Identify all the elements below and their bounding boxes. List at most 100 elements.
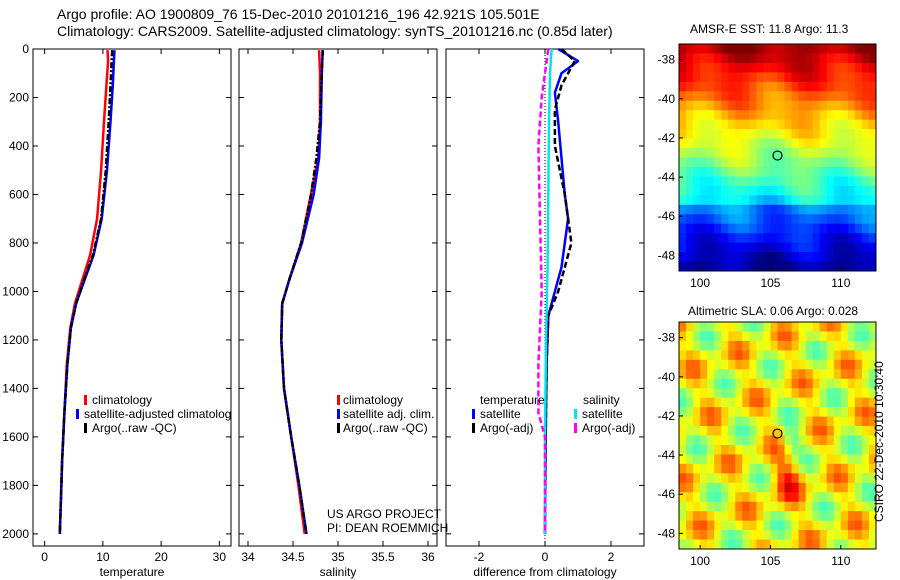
heatmap-cell [777,204,786,215]
heatmap-cell [861,214,870,225]
heatmap-cell [693,322,701,333]
heatmap-cell [721,110,729,121]
heatmap-cell [833,138,842,149]
heatmap-cell [812,242,821,253]
heatmap-cell [749,378,757,389]
heatmap-cell [686,350,694,361]
heatmap-cell [693,148,701,159]
heatmap-cell [728,492,736,503]
heatmap-cell [721,261,729,271]
heatmap-cell [784,252,793,263]
heatmap-cell [693,53,701,64]
heatmap-cell [854,100,863,111]
heatmap-cell [812,195,821,206]
heatmap-cell [686,176,694,187]
heatmap-cell [686,252,694,263]
heatmap-cell [805,223,814,234]
y-tick-label: -46 [658,487,676,501]
heatmap-cell [861,482,870,493]
heatmap-cell [693,416,701,427]
heatmap-cell [840,378,849,389]
heatmap-cell [693,204,701,215]
heatmap-cell [861,81,870,92]
heatmap-cell [861,350,870,361]
heatmap-cell [728,378,736,389]
heatmap-cell [721,129,729,140]
heatmap-cell [721,331,729,342]
heatmap-cell [833,166,842,178]
heatmap-cell [735,435,743,446]
heatmap-cell [693,72,701,83]
heatmap-cell [861,157,870,168]
heatmap-cell [749,407,757,418]
heatmap-cell [693,482,701,493]
heatmap-cell [777,100,786,111]
heatmap-cell [700,185,708,196]
heatmap-cell [805,378,814,389]
heatmap-cell [805,359,814,370]
heatmap-cell [756,233,765,244]
heatmap-cell [679,129,687,140]
heatmap-cell [798,331,807,342]
heatmap-cell [770,204,779,215]
heatmap-cell [847,81,856,92]
heatmap-cell [805,148,814,159]
heatmap-cell [749,539,757,549]
heatmap-cell [819,322,828,333]
heatmap-cell [679,72,687,83]
heatmap-cell [784,511,793,522]
heatmap-cell [686,482,694,493]
heatmap-cell [812,129,821,140]
heatmap-cell [749,166,757,178]
heatmap-cell [763,166,772,178]
heatmap-cell [763,473,772,484]
heatmap-cell [693,166,701,178]
heatmap-cell [791,100,800,111]
heatmap-cell [714,340,722,351]
heatmap-cell [833,322,842,333]
heatmap-cell [868,388,876,399]
heatmap-cell [714,530,722,541]
heatmap-cell [791,530,800,541]
heatmap-cell [847,530,856,541]
heatmap-cell [749,62,757,73]
heatmap-cell [721,242,729,253]
heatmap-cell [833,359,842,370]
heatmap-cell [854,388,863,399]
heatmap-cell [777,435,786,446]
heatmap-cell [756,350,765,361]
heatmap-cell [756,511,765,522]
heatmap-cell [791,176,800,187]
heatmap-cell [847,195,856,206]
heatmap-cell [777,378,786,389]
heatmap-cell [812,72,821,83]
heatmap-cell [868,454,876,465]
heatmap-cell [735,444,743,456]
heatmap-cell [770,72,779,83]
y-tick-label: -40 [658,92,676,106]
heatmap-cell [812,81,821,92]
heatmap-cell [679,252,687,263]
heatmap-cell [693,252,701,263]
heatmap-cell [868,176,876,187]
heatmap-cell [721,369,729,380]
heatmap-cell [693,119,701,130]
map-axes-3: 100 105 110 -38 -40 -42 -44 -46 -48 [658,43,877,290]
heatmap-cell [770,176,779,187]
heatmap-cell [791,416,800,427]
legend-swatch-salt-satellite [574,409,577,419]
heatmap-cell [756,91,765,102]
heatmap-cell [714,359,722,370]
heatmap-cell [721,195,729,206]
heatmap-cell [721,501,729,512]
legend-label-satellite: satellite-adjusted climatolog [84,407,231,421]
heatmap-cell [770,454,779,465]
heatmap-cell [707,261,715,271]
heatmap-cell [686,501,694,512]
heatmap-cell [679,81,687,92]
heatmap-cell [763,148,772,159]
heatmap-cell [791,340,800,351]
heatmap-cell [728,223,736,234]
heatmap-cell [700,359,708,370]
heatmap-cell [679,91,687,102]
